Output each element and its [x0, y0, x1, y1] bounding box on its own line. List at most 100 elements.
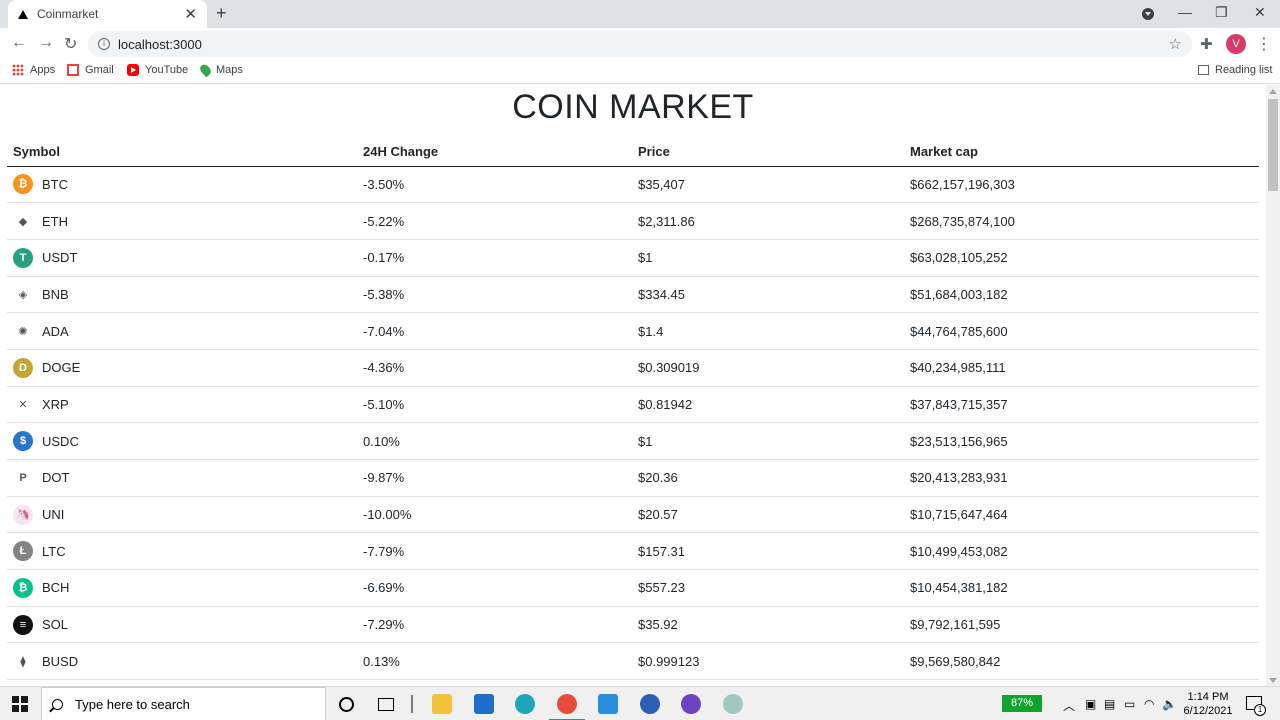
dot-coin-icon: P: [13, 467, 33, 488]
reading-list-button[interactable]: Reading list: [1198, 64, 1272, 76]
symbol-cell: T USDT: [7, 239, 357, 277]
market-cap-cell: $44,764,785,600: [904, 312, 1259, 350]
column-header-change: 24H Change: [357, 138, 632, 167]
symbol-cell: 🦄 UNI: [7, 496, 357, 534]
scroll-up-icon[interactable]: [1269, 89, 1277, 94]
bookmark-youtube[interactable]: YouTube: [127, 64, 188, 76]
github-desktop-icon[interactable]: [681, 694, 701, 714]
market-cap-cell: $9,569,580,842: [904, 642, 1259, 681]
taskbar-search-input[interactable]: Type here to search: [41, 687, 326, 720]
table-row: Ł LTC -7.79% $157.31 $10,499,453,082: [7, 532, 1259, 571]
info-icon[interactable]: i: [98, 38, 110, 50]
table-row: D DOGE -4.36% $0.309019 $40,234,985,111: [7, 349, 1259, 387]
price-cell: $0.309019: [632, 349, 904, 387]
uni-coin-icon: 🦄: [13, 504, 33, 525]
more-menu-icon[interactable]: ⋮: [1256, 36, 1272, 53]
bnb-coin-icon: ◈: [13, 284, 33, 305]
price-cell: $334.45: [632, 276, 904, 314]
table-row: 🦄 UNI -10.00% $20.57 $10,715,647,464: [7, 496, 1259, 534]
chrome-icon[interactable]: [549, 694, 585, 720]
app-icon[interactable]: [723, 694, 743, 714]
close-window-button[interactable]: ✕: [1254, 4, 1266, 20]
close-tab-icon[interactable]: ✕: [184, 6, 197, 23]
battery-icon[interactable]: ▭: [1124, 697, 1136, 711]
price-cell: $20.57: [632, 496, 904, 534]
price-cell: $1: [632, 422, 904, 460]
bookmark-apps[interactable]: Apps: [12, 64, 55, 76]
edge-icon[interactable]: [515, 694, 535, 714]
price-cell: $157.31: [632, 532, 904, 571]
bookmark-label: YouTube: [145, 64, 189, 76]
bookmark-gmail[interactable]: Gmail: [67, 64, 114, 76]
minimize-button[interactable]: —: [1178, 4, 1192, 20]
maximize-button[interactable]: ❐: [1215, 4, 1228, 20]
market-cap-cell: $268,735,874,100: [904, 202, 1259, 240]
table-row: ◈ BNB -5.38% $334.45 $51,684,003,182: [7, 276, 1259, 314]
symbol-cell: ◈ BNB: [7, 276, 357, 314]
task-view-icon[interactable]: [378, 698, 394, 711]
address-bar[interactable]: i localhost:3000 ☆: [88, 31, 1192, 57]
back-icon[interactable]: ←: [11, 34, 27, 51]
new-tab-button[interactable]: +: [216, 3, 227, 23]
tab-search-icon[interactable]: [1142, 8, 1154, 20]
table-row: ₿ BTC -3.50% $35,407 $662,157,196,303: [7, 166, 1259, 204]
tray-display-icon[interactable]: ▤: [1104, 697, 1116, 711]
coin-symbol: USDT: [42, 250, 78, 266]
reading-list-label: Reading list: [1215, 64, 1273, 76]
scroll-down-icon[interactable]: [1269, 678, 1277, 683]
table-row: ◆ ETH -5.22% $2,311.86 $268,735,874,100: [7, 202, 1259, 240]
clock-date: 6/12/2021: [1183, 705, 1233, 717]
market-cap-cell: $37,843,715,357: [904, 386, 1259, 424]
price-cell: $35.92: [632, 606, 904, 644]
tray-app-icon[interactable]: ▣: [1085, 697, 1097, 711]
busd-coin-icon: ⧫: [13, 651, 33, 672]
eth-coin-icon: ◆: [13, 211, 33, 232]
market-cap-cell: $40,234,985,111: [904, 349, 1259, 387]
coin-symbol: ETH: [42, 213, 68, 229]
word-icon[interactable]: [640, 694, 660, 714]
usdc-coin-icon: $: [13, 431, 33, 452]
file-explorer-icon[interactable]: [432, 694, 452, 714]
mail-icon[interactable]: [474, 694, 494, 714]
coin-symbol: BNB: [42, 286, 69, 302]
volume-icon[interactable]: 🔈: [1162, 697, 1177, 711]
bookmark-maps[interactable]: Maps: [198, 62, 243, 78]
usdt-coin-icon: T: [13, 247, 33, 268]
windows-start-icon[interactable]: [12, 696, 28, 712]
bookmark-star-icon[interactable]: ☆: [1168, 36, 1182, 53]
coin-symbol: LTC: [42, 543, 66, 559]
scroll-thumb[interactable]: [1268, 99, 1278, 191]
tab-coinmarket[interactable]: Coinmarket ✕: [8, 0, 207, 28]
bookmark-label: Gmail: [85, 64, 114, 76]
xrp-coin-icon: ✕: [13, 394, 33, 415]
ltc-coin-icon: Ł: [13, 541, 33, 562]
reload-icon[interactable]: ↻: [64, 36, 78, 53]
change-cell: -7.04%: [357, 312, 632, 350]
tab-title: Coinmarket: [37, 7, 99, 21]
table-row: $ USDC 0.10% $1 $23,513,156,965: [7, 422, 1259, 460]
price-cell: $1.4: [632, 312, 904, 350]
market-cap-cell: $51,684,003,182: [904, 276, 1259, 314]
price-cell: $1: [632, 239, 904, 277]
avatar[interactable]: V: [1226, 34, 1246, 54]
battery-indicator[interactable]: 87%: [1002, 695, 1042, 712]
wifi-icon[interactable]: ◠: [1144, 697, 1155, 711]
gmail-icon: [67, 64, 79, 76]
market-cap-cell: $10,715,647,464: [904, 496, 1259, 534]
coin-symbol: USDC: [42, 433, 79, 449]
triangle-favicon-icon: [18, 9, 28, 19]
apps-icon: [12, 64, 24, 76]
url-text[interactable]: localhost:3000: [118, 36, 202, 52]
table-row: ≡ SOL -7.29% $35.92 $9,792,161,595: [7, 606, 1259, 644]
cortana-icon[interactable]: [339, 697, 354, 712]
price-cell: $557.23: [632, 569, 904, 607]
extensions-icon[interactable]: ✚: [1200, 36, 1213, 53]
forward-icon[interactable]: →: [38, 34, 54, 51]
market-cap-cell: $10,499,453,082: [904, 532, 1259, 571]
change-cell: -9.87%: [357, 459, 632, 497]
btc-coin-icon: ₿: [13, 174, 33, 195]
vscode-icon[interactable]: [598, 694, 618, 714]
show-hidden-icons-icon[interactable]: ︿: [1063, 699, 1076, 713]
vertical-scrollbar[interactable]: [1266, 85, 1280, 686]
system-clock[interactable]: 1:14 PM 6/12/2021: [1180, 690, 1236, 718]
